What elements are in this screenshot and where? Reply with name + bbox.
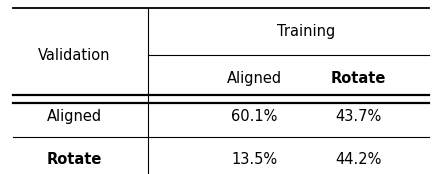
Text: 43.7%: 43.7% <box>335 109 381 124</box>
Text: 44.2%: 44.2% <box>335 152 381 167</box>
Text: Training: Training <box>277 24 335 39</box>
Text: Rotate: Rotate <box>46 152 102 167</box>
Text: Aligned: Aligned <box>46 109 102 124</box>
Text: Rotate: Rotate <box>330 71 386 86</box>
Text: Aligned: Aligned <box>227 71 282 86</box>
Text: Validation: Validation <box>38 48 110 63</box>
Text: 13.5%: 13.5% <box>231 152 277 167</box>
Text: 60.1%: 60.1% <box>231 109 277 124</box>
